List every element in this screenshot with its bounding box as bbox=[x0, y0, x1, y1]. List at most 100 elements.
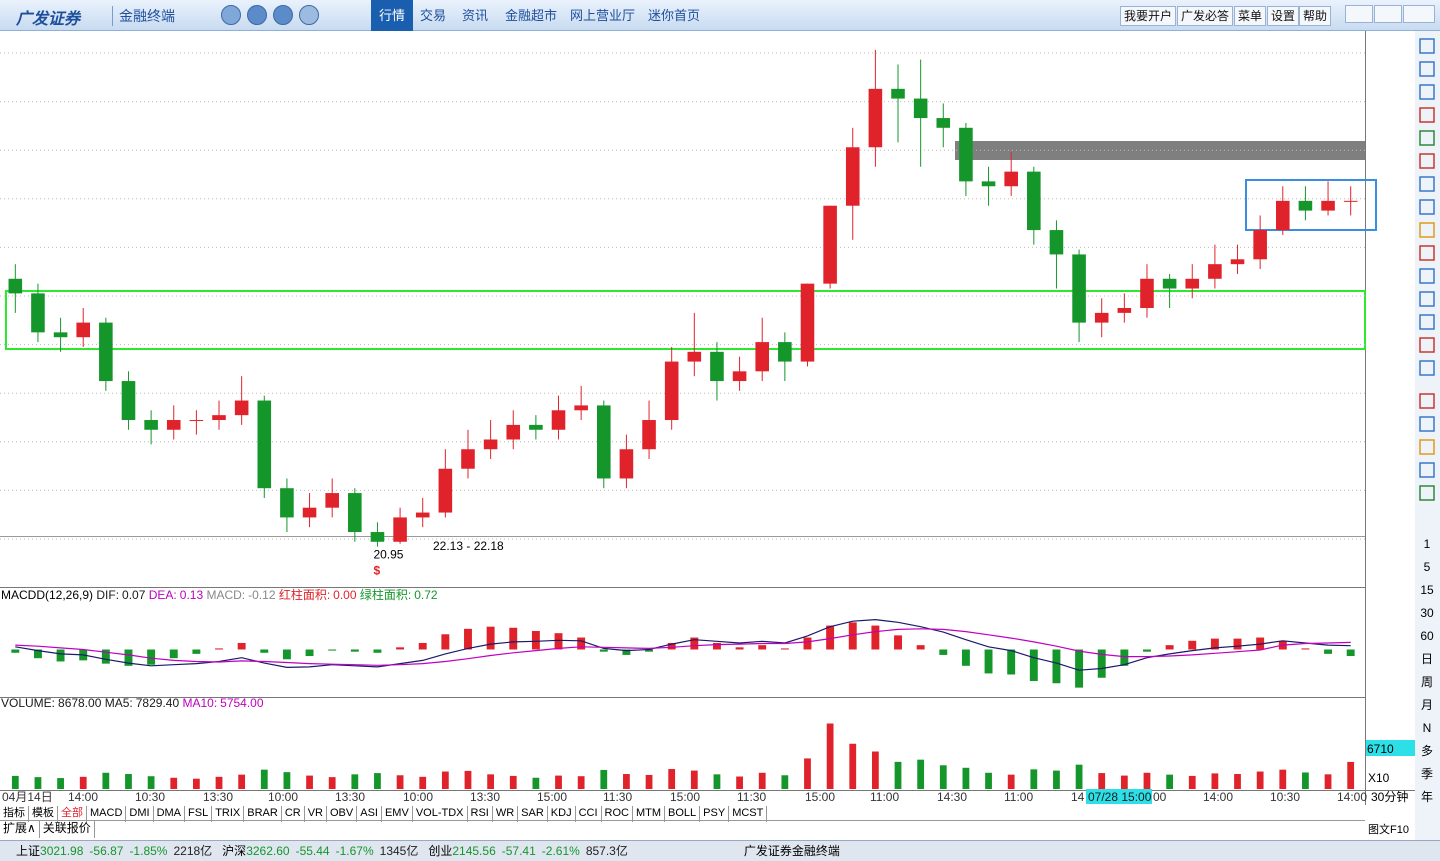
indicator-tab[interactable]: EMV bbox=[382, 806, 413, 822]
indicator-tab[interactable]: MTM bbox=[633, 806, 666, 822]
tool-icon[interactable] bbox=[1419, 337, 1435, 353]
tool-icon[interactable] bbox=[1419, 314, 1435, 330]
indicator-tab[interactable]: ASI bbox=[357, 806, 382, 822]
period-button[interactable]: 60 bbox=[1420, 629, 1434, 643]
indicator-tab[interactable]: 全部 bbox=[58, 806, 87, 822]
legend-label: MA10: bbox=[182, 696, 217, 710]
top-button[interactable]: 帮助 bbox=[1299, 6, 1332, 26]
bottom-tab[interactable]: 扩展∧ bbox=[0, 821, 40, 838]
indicator-tab[interactable]: VOL-TDX bbox=[413, 806, 468, 822]
product-name: 金融终端 bbox=[112, 6, 175, 26]
candle-body bbox=[845, 147, 860, 206]
tool-icon[interactable] bbox=[1419, 485, 1435, 501]
home-button[interactable] bbox=[221, 5, 241, 25]
indicator-tab[interactable]: 指标 bbox=[0, 806, 29, 822]
period-button[interactable]: 月 bbox=[1421, 698, 1433, 712]
period-button[interactable]: 年 bbox=[1421, 790, 1433, 804]
tool-icon[interactable] bbox=[1419, 130, 1435, 146]
index-name: 上证 bbox=[16, 844, 41, 858]
tool-icon[interactable] bbox=[1419, 38, 1435, 54]
candle-body bbox=[1275, 200, 1290, 231]
top-button[interactable]: 设置 bbox=[1267, 6, 1300, 26]
tool-icon[interactable] bbox=[1419, 153, 1435, 169]
tool-icon[interactable] bbox=[1419, 360, 1435, 376]
indicator-tab[interactable]: ROC bbox=[602, 806, 633, 822]
marker: $ bbox=[373, 564, 380, 578]
period-button[interactable]: 5 bbox=[1424, 560, 1431, 574]
close-button[interactable] bbox=[1403, 5, 1435, 23]
tool-icon[interactable] bbox=[1419, 222, 1435, 238]
period-button[interactable]: 季 bbox=[1421, 767, 1433, 781]
tool-icon[interactable] bbox=[1419, 291, 1435, 307]
nav-tab[interactable]: 迷你首页 bbox=[648, 8, 701, 23]
indicator-tab[interactable]: FSL bbox=[185, 806, 213, 822]
indicator-tab[interactable]: RSI bbox=[468, 806, 493, 822]
indicator-tab[interactable]: TRIX bbox=[212, 806, 245, 822]
index-amount: 857.3亿 bbox=[585, 844, 628, 858]
indicator-tab[interactable]: MCST bbox=[729, 806, 768, 822]
period-button[interactable]: 30 bbox=[1420, 606, 1434, 620]
period-button[interactable]: 多 bbox=[1421, 744, 1433, 758]
indicator-tab[interactable]: BRAR bbox=[244, 806, 282, 822]
indicator-tab[interactable]: OBV bbox=[327, 806, 358, 822]
index-pct: -1.67% bbox=[335, 844, 374, 858]
period-button[interactable]: 1 bbox=[1424, 537, 1431, 551]
candle-body bbox=[370, 532, 385, 542]
period-button[interactable]: 15 bbox=[1420, 583, 1434, 597]
indicator-tab[interactable]: MACD bbox=[87, 806, 127, 822]
candle-body bbox=[936, 118, 951, 128]
top-button[interactable]: 广发必答 bbox=[1177, 6, 1234, 26]
indicator-tab[interactable]: DMA bbox=[154, 806, 186, 822]
forward-button[interactable] bbox=[273, 5, 293, 25]
tool-icon[interactable] bbox=[1419, 176, 1435, 192]
period-button[interactable]: 日 bbox=[1421, 652, 1433, 666]
f10-button[interactable]: 图文F10 bbox=[1368, 824, 1409, 836]
nav-tab[interactable]: 资讯 bbox=[462, 8, 489, 23]
candle-body bbox=[121, 381, 136, 421]
tool-icon[interactable] bbox=[1419, 268, 1435, 284]
indicator-tab[interactable]: 模板 bbox=[29, 806, 58, 822]
indicator-tab[interactable]: SAR bbox=[518, 806, 548, 822]
bottom-tab[interactable]: 关联报价 bbox=[40, 821, 95, 838]
indicator-tab[interactable]: PSY bbox=[700, 806, 730, 822]
tool-icon[interactable] bbox=[1419, 107, 1435, 123]
candle-body bbox=[619, 449, 634, 479]
indicator-tab[interactable]: KDJ bbox=[548, 806, 576, 822]
tool-icon[interactable] bbox=[1419, 462, 1435, 478]
tool-icon[interactable] bbox=[1419, 393, 1435, 409]
tool-icon[interactable] bbox=[1419, 439, 1435, 455]
period-button[interactable]: N bbox=[1423, 721, 1432, 735]
green-box bbox=[5, 290, 1366, 350]
nav-tab[interactable]: 行情 bbox=[371, 0, 414, 31]
candle-body bbox=[778, 342, 792, 362]
indicator-tab[interactable]: DMI bbox=[126, 806, 154, 822]
indicator-tab[interactable]: BOLL bbox=[665, 806, 701, 822]
back-button[interactable] bbox=[247, 5, 267, 25]
nav-tab[interactable]: 交易 bbox=[420, 8, 447, 23]
period-button[interactable]: 周 bbox=[1421, 675, 1433, 689]
indicator-tab[interactable]: WR bbox=[493, 806, 519, 822]
indicator-tab[interactable]: VR bbox=[305, 806, 327, 822]
tool-icon[interactable] bbox=[1419, 61, 1435, 77]
tool-icon[interactable] bbox=[1419, 84, 1435, 100]
tool-icon[interactable] bbox=[1419, 199, 1435, 215]
x-label: 11:00 bbox=[870, 790, 899, 804]
indicator-tab[interactable]: CCI bbox=[576, 806, 602, 822]
more-button[interactable] bbox=[299, 5, 319, 25]
top-button[interactable]: 我要开户 bbox=[1120, 6, 1177, 26]
tool-icon[interactable] bbox=[1419, 245, 1435, 261]
maximize-button[interactable] bbox=[1374, 5, 1402, 23]
nav-tab[interactable]: 金融超市 bbox=[505, 8, 558, 23]
indicator-tab[interactable]: CR bbox=[282, 806, 305, 822]
candle-body bbox=[99, 322, 113, 382]
top-button[interactable]: 菜单 bbox=[1234, 6, 1267, 26]
volume-last: 6710 bbox=[1367, 742, 1394, 756]
nav-tab[interactable]: 网上营业厅 bbox=[570, 8, 636, 23]
tool-icon[interactable] bbox=[1419, 416, 1435, 432]
candle-body bbox=[348, 493, 362, 533]
minimize-button[interactable] bbox=[1345, 5, 1373, 23]
legend-value: 8678.00 bbox=[58, 696, 105, 710]
candle-body bbox=[664, 361, 679, 421]
candle-body bbox=[302, 507, 317, 518]
x-label: 15:00 bbox=[805, 790, 835, 804]
